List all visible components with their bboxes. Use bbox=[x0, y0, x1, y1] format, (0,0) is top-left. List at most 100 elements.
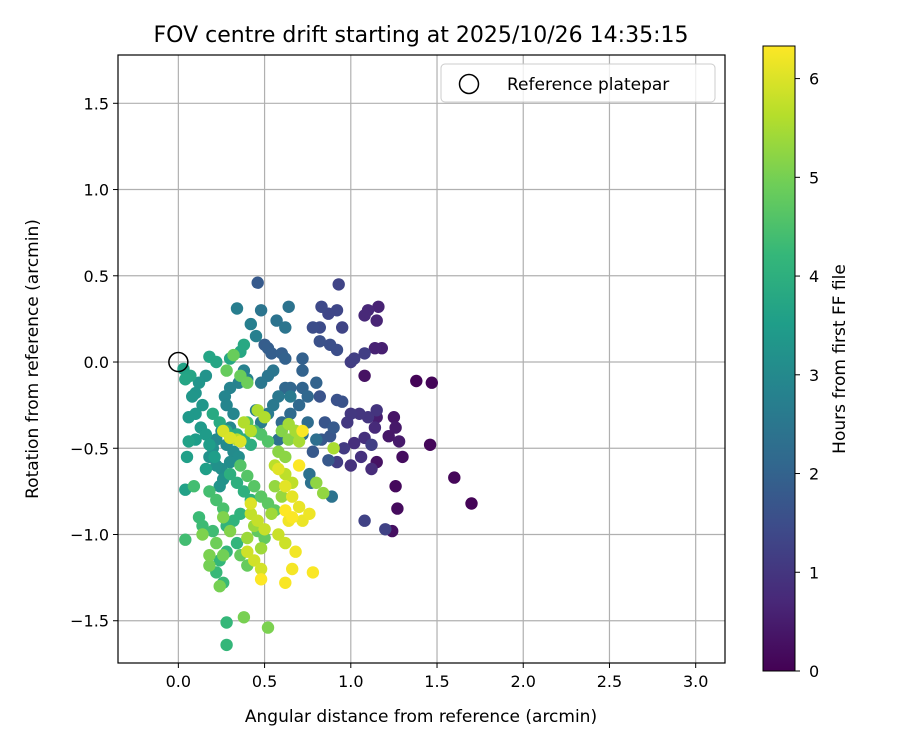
data-point bbox=[389, 480, 402, 493]
data-point bbox=[244, 424, 257, 438]
data-point bbox=[258, 523, 271, 536]
data-point bbox=[258, 531, 271, 545]
data-point bbox=[244, 317, 257, 331]
data-point bbox=[306, 566, 320, 579]
data-point bbox=[199, 462, 213, 476]
y-tick-label: 1.0 bbox=[84, 181, 109, 200]
data-point bbox=[358, 369, 371, 382]
data-point bbox=[237, 416, 251, 429]
data-point bbox=[199, 428, 213, 441]
data-point bbox=[387, 411, 401, 424]
data-point bbox=[306, 445, 320, 458]
data-point bbox=[270, 314, 283, 327]
data-point bbox=[227, 348, 240, 362]
data-point bbox=[217, 549, 230, 562]
data-point bbox=[279, 352, 292, 365]
data-point bbox=[203, 485, 216, 498]
data-point bbox=[220, 364, 233, 377]
axis-ticks: 0.0 0.5 1.0 1.5 2.0 2.5 3.0 1.5 1.0 0.5 0.0 −0.5 −1.… bbox=[70, 94, 708, 691]
data-point bbox=[192, 376, 206, 389]
data-point bbox=[425, 376, 438, 389]
data-point bbox=[254, 304, 268, 317]
data-point bbox=[237, 611, 251, 624]
data-point bbox=[206, 407, 219, 420]
data-point bbox=[268, 480, 282, 493]
data-point bbox=[322, 454, 335, 467]
colorbar-tick-label: 0 bbox=[809, 662, 819, 681]
data-point bbox=[358, 514, 371, 527]
data-point bbox=[315, 300, 328, 313]
data-point bbox=[237, 338, 251, 351]
data-point bbox=[303, 507, 316, 520]
data-point bbox=[365, 438, 378, 451]
data-point bbox=[230, 302, 244, 315]
colorbar-tick-label: 3 bbox=[809, 366, 819, 385]
data-point bbox=[180, 450, 194, 464]
data-point bbox=[323, 338, 337, 351]
data-point bbox=[313, 390, 326, 403]
data-point bbox=[292, 500, 306, 514]
x-tick-label: 2.5 bbox=[597, 672, 622, 691]
colorbar-gradient bbox=[762, 45, 796, 672]
data-point bbox=[370, 404, 383, 417]
data-point bbox=[237, 485, 251, 498]
data-point bbox=[296, 352, 309, 365]
colorbar-tick-label: 1 bbox=[809, 563, 819, 582]
chart-title: FOV centre drift starting at 2025/10/26 … bbox=[154, 23, 689, 48]
data-point bbox=[234, 459, 247, 472]
x-tick-label: 0.0 bbox=[166, 672, 191, 691]
data-point bbox=[220, 638, 233, 652]
data-point bbox=[310, 476, 323, 489]
data-point bbox=[220, 616, 233, 629]
data-point bbox=[223, 431, 237, 445]
data-point bbox=[341, 416, 354, 429]
data-point bbox=[389, 421, 402, 434]
data-point bbox=[182, 435, 195, 448]
data-point bbox=[327, 442, 340, 455]
data-point bbox=[292, 435, 306, 448]
data-point bbox=[241, 531, 254, 545]
data-point bbox=[396, 450, 409, 464]
x-tick-label: 0.5 bbox=[252, 672, 277, 691]
legend-box bbox=[440, 63, 716, 103]
data-point bbox=[217, 502, 230, 515]
data-point bbox=[244, 438, 257, 451]
data-point bbox=[275, 490, 288, 503]
colorbar-tick-label: 4 bbox=[809, 267, 819, 286]
data-point bbox=[210, 536, 223, 550]
data-point bbox=[448, 471, 461, 484]
data-point bbox=[179, 533, 192, 546]
data-point bbox=[282, 433, 295, 446]
data-point bbox=[241, 376, 254, 389]
data-point bbox=[272, 462, 285, 476]
data-point bbox=[251, 276, 264, 289]
data-point bbox=[282, 300, 295, 313]
data-point bbox=[203, 549, 216, 562]
data-point bbox=[310, 376, 323, 389]
colorbar-tick-label: 6 bbox=[809, 70, 819, 89]
data-point bbox=[348, 352, 361, 365]
x-tick-label: 3.0 bbox=[683, 672, 708, 691]
data-point bbox=[254, 376, 268, 389]
data-points bbox=[168, 276, 478, 652]
y-tick-label: −1.5 bbox=[70, 612, 109, 631]
data-point bbox=[284, 407, 297, 420]
data-point bbox=[248, 554, 261, 567]
data-point bbox=[327, 421, 340, 434]
plot-area-frame bbox=[117, 54, 726, 664]
data-point bbox=[187, 480, 201, 493]
data-point bbox=[220, 398, 233, 412]
data-point bbox=[234, 435, 247, 448]
data-point bbox=[227, 407, 240, 420]
data-point bbox=[186, 390, 199, 403]
data-point bbox=[306, 321, 320, 334]
y-axis-label: Rotation from reference (arcmin) bbox=[23, 219, 43, 499]
colorbar: 0 1 2 3 4 5 6 Hours from first FF file bbox=[762, 45, 850, 681]
data-point bbox=[279, 536, 292, 550]
data-point bbox=[210, 493, 223, 507]
data-point bbox=[391, 502, 404, 515]
data-point bbox=[292, 398, 306, 412]
data-point bbox=[182, 411, 195, 424]
data-point bbox=[286, 562, 299, 576]
